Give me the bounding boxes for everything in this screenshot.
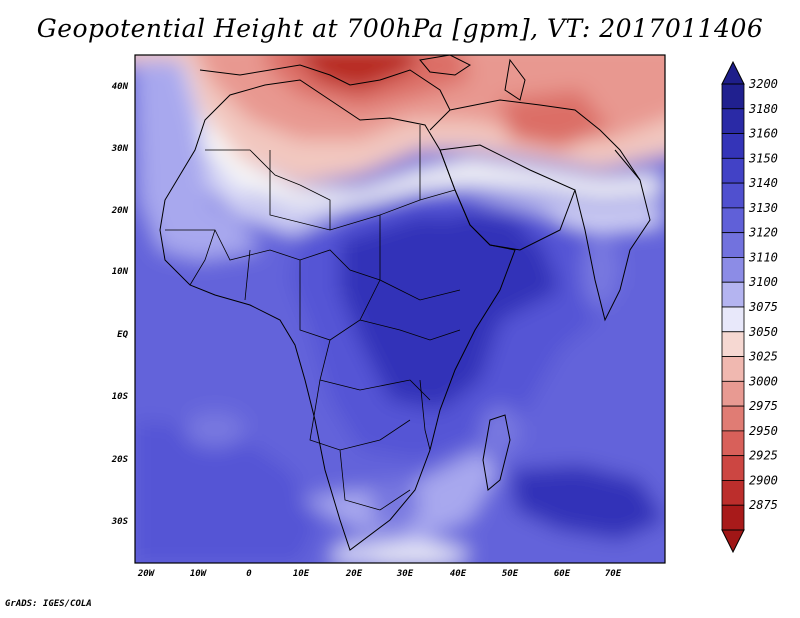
- lat-label: 30N: [111, 144, 129, 154]
- lon-label: 20E: [345, 569, 363, 579]
- lat-label: 30S: [111, 517, 129, 527]
- lat-label: 40N: [112, 82, 129, 92]
- lat-label: 10S: [112, 392, 129, 402]
- axis-labels: 40N 30N 20N 10N EQ 10S 20S 30S 20W 10W 0…: [111, 82, 622, 579]
- lat-label: 20N: [111, 206, 129, 216]
- lon-label: 50E: [502, 569, 519, 579]
- colorbar-swatch: [721, 405, 745, 432]
- colorbar-label: 3050: [748, 325, 778, 339]
- colorbar-swatch: [721, 306, 745, 333]
- colorbar-swatch: [721, 480, 745, 506]
- colorbar-swatch: [721, 331, 745, 357]
- lat-label: EQ: [117, 330, 128, 340]
- colorbar-label: 3180: [748, 102, 778, 116]
- lon-label: 10W: [190, 569, 208, 579]
- colorbar-label: 3000: [748, 374, 778, 388]
- colorbar-swatch: [721, 108, 745, 134]
- colorbar-swatch: [721, 182, 745, 209]
- colorbar-label: 2925: [749, 449, 778, 463]
- colorbar-label: 2900: [749, 473, 778, 487]
- lon-label: 70E: [605, 569, 622, 579]
- colorbar-label: 3160: [748, 127, 778, 141]
- colorbar-swatch: [721, 157, 745, 184]
- colorbar-top-arrow: [721, 60, 745, 85]
- lon-label: 30E: [396, 569, 414, 579]
- colorbar-swatch: [721, 380, 745, 407]
- lon-label: 10E: [293, 569, 310, 579]
- colorbar-label: 3130: [748, 201, 778, 215]
- colorbar-swatch: [721, 257, 745, 283]
- lon-label: 20W: [137, 569, 156, 579]
- colorbar-label: 3025: [748, 350, 778, 364]
- map-frame: [134, 54, 666, 564]
- lon-label: 40E: [450, 569, 467, 579]
- colorbar-swatch: [721, 281, 745, 308]
- grads-credit: GrADS: IGES/COLA: [5, 599, 92, 609]
- colorbar-swatch: [721, 504, 745, 531]
- colorbar-label: 3140: [748, 176, 778, 190]
- colorbar-label: 2975: [749, 399, 778, 413]
- colorbar-swatch: [721, 133, 745, 159]
- colorbar-label: 3100: [748, 275, 778, 289]
- colorbar-swatch: [721, 455, 745, 481]
- lat-label: 10N: [112, 267, 129, 277]
- coastlines: [159, 55, 651, 551]
- colorbar-swatch: [721, 83, 745, 110]
- colorbar-swatch: [721, 430, 745, 457]
- colorbar-label: 2875: [749, 498, 778, 512]
- colorbar-label: 2950: [749, 424, 778, 438]
- map-title: Geopotential Height at 700hPa [gpm], VT:…: [36, 14, 764, 43]
- colorbar-label: 3150: [748, 151, 778, 165]
- colorbar-label: 3200: [748, 77, 778, 91]
- colorbar-label: 3120: [748, 226, 778, 240]
- colorbar-bottom-arrow: [721, 529, 745, 554]
- country-borders: [165, 125, 461, 511]
- colorbar-swatch: [721, 232, 745, 258]
- lon-label: 60E: [554, 569, 571, 579]
- colorbar-swatch: [721, 207, 745, 234]
- colorbar-label: 3110: [748, 250, 778, 264]
- colorbar-swatch: [721, 356, 745, 382]
- lon-label: 0: [246, 569, 252, 579]
- lat-label: 20S: [111, 455, 129, 465]
- colorbar-label: 3075: [748, 300, 778, 314]
- geopotential-field: [135, 55, 665, 563]
